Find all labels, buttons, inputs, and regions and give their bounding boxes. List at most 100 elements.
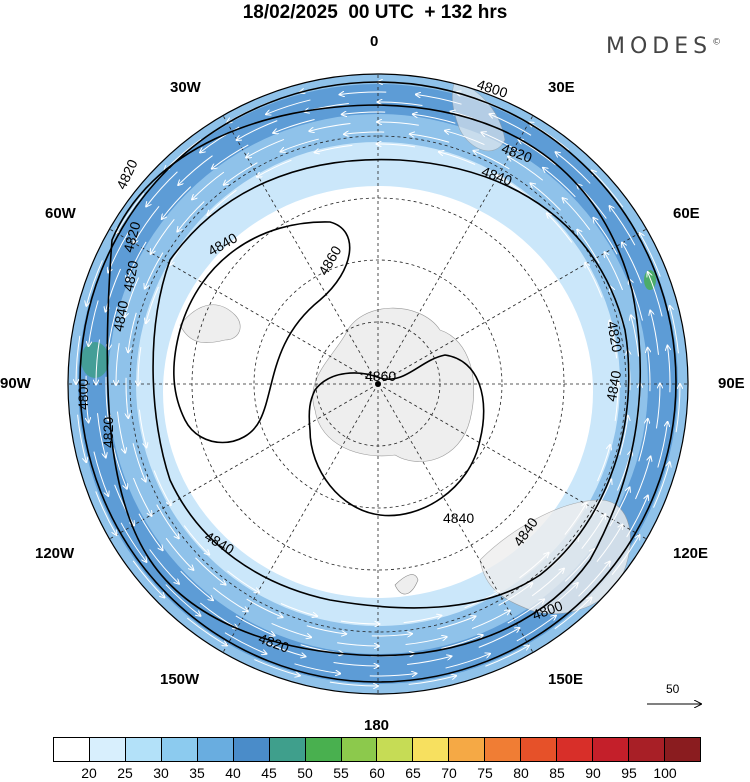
wind-streamline xyxy=(116,343,120,385)
wind-streamline xyxy=(578,562,610,597)
wind-streamline xyxy=(207,189,237,215)
wind-streamline xyxy=(478,628,520,648)
wind-streamline xyxy=(408,676,456,685)
wind-streamline xyxy=(246,598,283,617)
wind-streamline xyxy=(180,570,213,600)
map-title: 18/02/2025 00 UTC + 132 hrs xyxy=(242,2,508,23)
wind-streamline xyxy=(377,144,416,148)
wind-streamline xyxy=(125,277,140,318)
wind-streamline xyxy=(149,549,179,583)
wind-streamline xyxy=(556,152,591,184)
colorbar-tick-label: 25 xyxy=(117,765,133,781)
wind-streamline xyxy=(344,132,385,134)
wind-streamline xyxy=(592,479,611,516)
wind-streamline xyxy=(371,634,412,636)
colorbar-swatch xyxy=(161,738,198,761)
wind-streamline xyxy=(86,260,103,305)
colorbar-tick-label: 100 xyxy=(653,765,677,781)
wind-streamline xyxy=(648,272,663,317)
wind-streamline xyxy=(471,610,510,630)
wind-streamline xyxy=(126,377,128,418)
wind-streamline xyxy=(337,642,379,646)
lon-label-30e: 30E xyxy=(548,79,575,96)
colorbar-swatch xyxy=(664,738,700,761)
wind-streamline xyxy=(138,513,163,550)
wind-streamline xyxy=(237,120,278,140)
wind-streamline xyxy=(183,525,209,555)
wind-streamline xyxy=(106,376,108,420)
colorbar-tick-label: 60 xyxy=(369,765,385,781)
south-america-land xyxy=(179,304,241,344)
wind-streamline xyxy=(670,306,679,354)
wind-streamline xyxy=(543,168,576,198)
wind-streamline xyxy=(577,230,600,264)
wind-streamline xyxy=(403,615,442,624)
wind-streamline xyxy=(132,560,164,598)
wind-streamline xyxy=(116,411,125,453)
wind-streamline xyxy=(614,383,618,422)
wind-streamline xyxy=(640,233,661,277)
wind-streamline xyxy=(648,348,650,392)
colorbar-tick-label: 55 xyxy=(333,765,349,781)
wind-streamline xyxy=(675,384,680,433)
wind-streamline xyxy=(146,171,178,207)
wind-streamline xyxy=(445,654,490,669)
colorbar-tick-label: 80 xyxy=(513,765,529,781)
colorbar-swatch xyxy=(557,738,594,761)
wind-streamline xyxy=(650,311,659,355)
wind-streamline xyxy=(655,383,660,429)
wind-streamline xyxy=(531,569,564,597)
colorbar-swatch xyxy=(629,738,665,761)
wind-streamline xyxy=(342,112,386,114)
wind-streamline xyxy=(309,122,351,131)
wind-streamline xyxy=(413,114,456,124)
wind-streamline xyxy=(593,218,618,255)
wind-streamline xyxy=(224,632,267,654)
wind-streamline xyxy=(609,321,618,359)
wind-streamline xyxy=(266,99,311,114)
wind-streamline xyxy=(445,131,485,146)
wind-streamline xyxy=(519,140,557,166)
wind-streamline xyxy=(306,625,346,634)
wind-streamline xyxy=(405,637,447,646)
wind-streamline xyxy=(76,335,81,384)
wind-streamline xyxy=(132,477,151,516)
wind-streamline xyxy=(151,218,175,254)
wind-streamline xyxy=(95,491,117,535)
wind-streamline xyxy=(257,159,292,177)
vector-reference-arrow xyxy=(647,697,705,711)
contour-outer xyxy=(79,81,677,683)
wind-streamline xyxy=(120,522,146,562)
wind-streamline xyxy=(597,445,610,482)
wind-streamline xyxy=(126,241,147,281)
africa-land xyxy=(451,79,506,152)
wind-streamline xyxy=(294,663,341,674)
wind-streamline xyxy=(227,570,259,593)
wind-streamline xyxy=(638,419,648,462)
wind-streamline xyxy=(114,484,134,526)
wind-streamline xyxy=(592,170,624,208)
wind-streamline xyxy=(186,617,227,645)
vector-reference-label: 50 xyxy=(666,682,680,696)
wind-streamline xyxy=(635,456,650,500)
wind-streamline xyxy=(333,661,379,666)
wind-streamline xyxy=(153,470,171,506)
wind-streamline xyxy=(585,263,603,298)
meridian-150 xyxy=(377,383,534,653)
contour-label: 4800 xyxy=(75,378,91,410)
geopotential-contours xyxy=(79,81,677,683)
wind-streamline xyxy=(547,213,573,243)
colorbar-tick-label: 45 xyxy=(261,765,277,781)
contour-label: 4820 xyxy=(100,416,116,448)
meridian-240 xyxy=(109,383,379,540)
colorbar-tick-label: 65 xyxy=(405,765,421,781)
colorbar-swatch xyxy=(341,738,378,761)
wind-streamline xyxy=(508,157,544,181)
antarctica-land xyxy=(312,307,475,462)
wind-streamline xyxy=(490,114,532,136)
colorbar-swatch xyxy=(125,738,162,761)
colorbar-tick-label: 40 xyxy=(225,765,241,781)
contour-4820 xyxy=(106,104,642,657)
wind-streamline xyxy=(516,615,556,642)
